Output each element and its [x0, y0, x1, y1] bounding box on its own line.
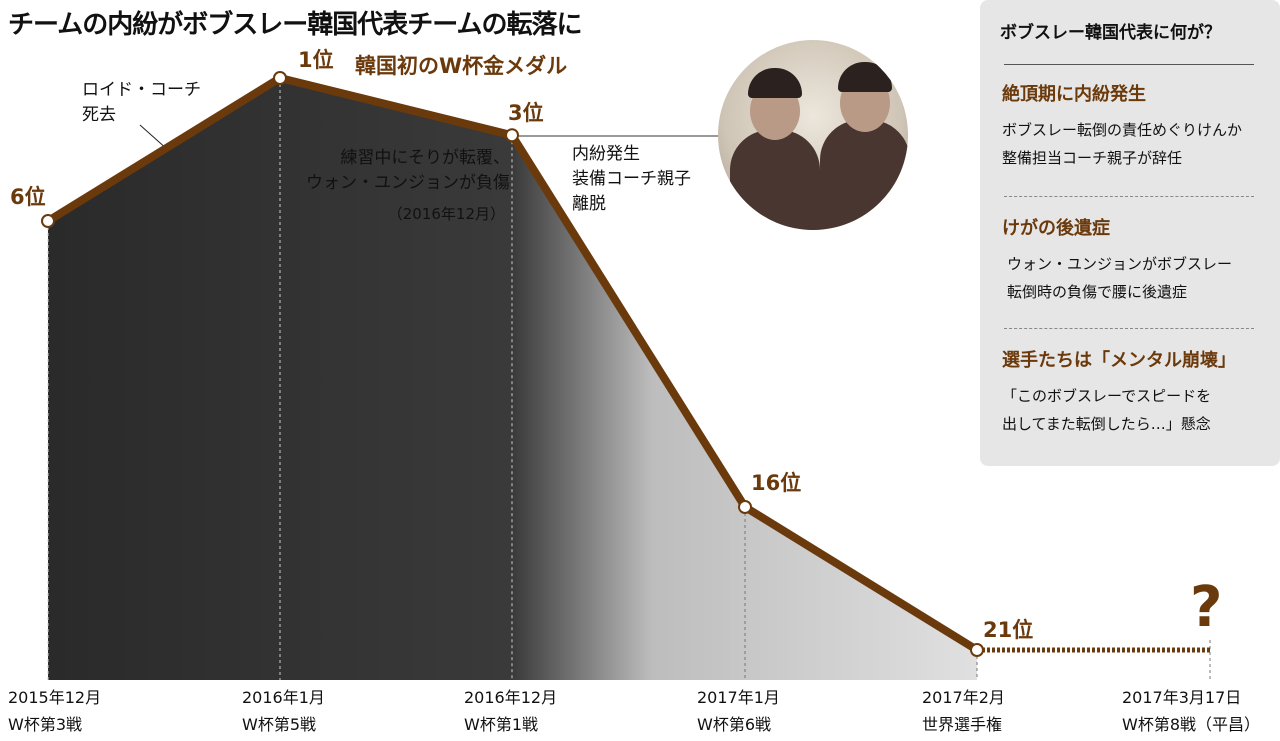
annotation-injury-date: （2016年12月）	[387, 205, 505, 223]
annotation-conflict: 内紛発生 装備コーチ親子 離脱	[572, 144, 691, 214]
section-title: 絶頂期に内紛発生	[1002, 84, 1146, 105]
rank-label: 21位	[983, 618, 1034, 642]
rank-label: 3位	[508, 101, 544, 126]
data-point	[738, 500, 752, 514]
x-tick-date: 2017年2月	[922, 688, 1005, 707]
x-tick-event: W杯第1戦	[464, 715, 539, 734]
coaches-photo	[718, 40, 908, 230]
person-left-hat	[748, 68, 802, 98]
rank-label-unknown: ?	[1190, 575, 1223, 640]
info-panel: ボブスレー韓国代表に何が？ 絶頂期に内紛発生 ボブスレー転倒の責任めぐりけんか …	[980, 0, 1280, 466]
person-right	[820, 120, 908, 230]
x-tick-label: 2017年2月 世界選手権	[922, 684, 1005, 738]
x-tick-label: 2015年12月 W杯第3戦	[8, 684, 101, 738]
data-point	[273, 71, 287, 85]
divider	[1004, 328, 1254, 329]
x-tick-event: W杯第3戦	[8, 715, 83, 734]
x-tick-label: 2017年3月17日 W杯第8戦（平昌）	[1122, 684, 1260, 738]
annotation-gold: 韓国初のW杯金メダル	[355, 54, 568, 78]
section-body: 「このボブスレーでスピードを 出してまた転倒したら…」懸念	[1002, 387, 1212, 433]
section-title: けがの後遺症	[1002, 218, 1110, 239]
x-tick-event: W杯第6戦	[697, 715, 772, 734]
rank-label: 1位	[298, 48, 334, 72]
person-left	[730, 130, 820, 230]
page-title: チームの内紛がボブスレー韓国代表チームの転落に	[8, 10, 582, 40]
x-tick-event: W杯第5戦	[242, 715, 317, 734]
x-tick-date: 2017年1月	[697, 688, 780, 707]
rank-label: 16位	[751, 471, 802, 495]
x-tick-date: 2016年1月	[242, 688, 325, 707]
x-tick-date: 2017年3月17日	[1122, 688, 1242, 707]
divider	[1004, 64, 1254, 65]
x-tick-date: 2015年12月	[8, 688, 102, 707]
data-point	[970, 643, 984, 657]
x-tick-event: 世界選手権	[922, 715, 1003, 734]
divider	[1004, 196, 1254, 197]
x-tick-label: 2016年1月 W杯第5戦	[242, 684, 325, 738]
section-body: ウォン・ユンジョンがボブスレー 転倒時の負傷で腰に後遺症	[1007, 255, 1233, 301]
x-tick-label: 2016年12月 W杯第1戦	[464, 684, 557, 738]
data-point	[505, 128, 519, 143]
rank-label: 6位	[10, 185, 46, 209]
x-tick-event: W杯第8戦（平昌）	[1122, 715, 1261, 734]
panel-heading: ボブスレー韓国代表に何が？	[1000, 23, 1221, 43]
x-tick-date: 2016年12月	[464, 688, 558, 707]
section-title: 選手たちは「メンタル崩壊」	[1002, 350, 1236, 371]
data-point	[41, 214, 55, 228]
annotation-coach-death: ロイド・コーチ 死去	[82, 80, 201, 125]
section-body: ボブスレー転倒の責任めぐりけんか 整備担当コーチ親子が辞任	[1002, 121, 1243, 167]
x-tick-label: 2017年1月 W杯第6戦	[697, 684, 780, 738]
annotation-injury: 練習中にそりが転覆、 ウォン・ユンジョンが負傷	[306, 148, 510, 193]
